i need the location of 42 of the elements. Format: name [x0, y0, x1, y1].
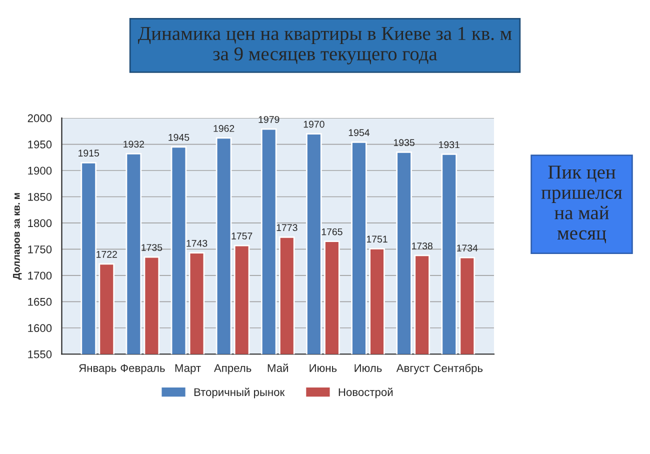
y-tick-label: 1550 — [28, 350, 52, 358]
x-tick-label: Февраль — [120, 364, 165, 374]
data-label: 1979 — [258, 116, 280, 123]
y-tick-label: 1700 — [28, 272, 52, 280]
data-label: 1734 — [457, 244, 478, 252]
data-label: 1765 — [322, 228, 342, 236]
y-tick-label: 1650 — [28, 298, 52, 306]
x-tick-label: Сентябрь — [434, 364, 483, 374]
data-label: 1932 — [124, 140, 144, 148]
data-label: 1743 — [186, 240, 208, 247]
y-axis-title: Долларов за кв. м — [13, 193, 22, 280]
data-label: 1931 — [439, 141, 460, 148]
data-label: 1945 — [168, 134, 190, 141]
data-label: 1970 — [304, 120, 324, 128]
data-label: 1751 — [366, 236, 388, 243]
y-tick-label: 1600 — [28, 324, 52, 332]
x-tick-label: Июнь — [310, 364, 337, 372]
chart-title: Динамика цен на квартиры в Киеве за 1 кв. м за 9 месяцев текущего года — [138, 27, 512, 64]
y-tick-label: 1900 — [28, 166, 52, 175]
y-tick-label: 2000 — [28, 114, 52, 122]
data-label: 1954 — [348, 129, 370, 136]
x-tick-label: Май — [268, 364, 288, 372]
data-label: 1915 — [78, 150, 100, 157]
x-tick-label: Март — [175, 364, 201, 374]
legend-label: Вторичный рынок — [194, 388, 285, 398]
data-label: 1757 — [232, 232, 252, 240]
y-tick-label: 1950 — [28, 140, 52, 148]
legend-label: Новострой — [338, 388, 393, 398]
data-label: 1935 — [394, 139, 414, 146]
x-tick-label: Август — [396, 364, 430, 374]
data-label: 1962 — [214, 125, 234, 132]
y-tick-label: 1800 — [28, 219, 52, 228]
data-label: 1722 — [96, 250, 117, 258]
data-label: 1735 — [142, 244, 162, 251]
x-tick-label: Июль — [354, 364, 382, 372]
x-tick-label: Январь — [79, 364, 116, 374]
text: Пик цен пришелся на май месяц — [541, 166, 622, 244]
x-tick-label: Апрель — [214, 364, 252, 374]
data-label: 1773 — [276, 224, 298, 232]
y-tick-label: 1850 — [28, 193, 52, 201]
y-tick-label: 1750 — [28, 245, 52, 254]
data-label: 1738 — [412, 242, 432, 250]
